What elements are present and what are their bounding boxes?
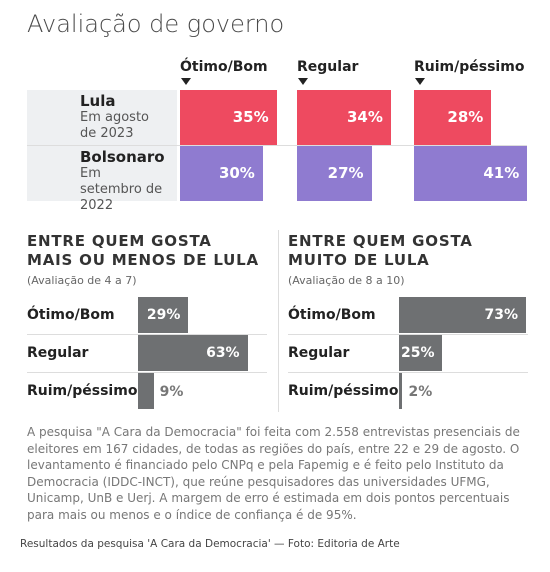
row-separator	[27, 372, 267, 373]
column-header: Ótimo/Bom	[180, 59, 268, 75]
bar	[414, 146, 528, 201]
value-label: 2%	[408, 384, 433, 400]
period: Em setembro de 2022	[80, 166, 163, 213]
bar	[297, 146, 372, 201]
value-label: 29%	[146, 307, 181, 323]
note: A pesquisa "A Cara da Democracia" foi fe…	[27, 425, 520, 522]
row-background	[27, 146, 177, 201]
value-label: 30%	[218, 164, 255, 182]
row-label: Ruim/péssimo	[288, 383, 399, 399]
column-marker	[181, 78, 191, 85]
row-label: Ruim/péssimo	[27, 383, 138, 399]
bar	[399, 373, 403, 409]
column-marker	[415, 78, 425, 85]
bar	[180, 146, 263, 201]
bar	[138, 335, 248, 371]
value-label: 28%	[447, 108, 484, 126]
bar	[180, 90, 277, 145]
person-name: Lula	[80, 92, 116, 110]
column-header: Regular	[297, 59, 359, 75]
row-background	[27, 90, 177, 145]
value-label: 35%	[232, 108, 269, 126]
row-separator	[288, 372, 528, 373]
value-label: 41%	[483, 164, 520, 182]
bar	[399, 335, 443, 371]
panel-divider	[278, 230, 279, 412]
bar	[297, 90, 391, 145]
caption: Resultados da pesquisa 'A Cara da Democr…	[20, 538, 400, 550]
value-label: 73%	[484, 307, 518, 323]
title: Avaliação de governo	[27, 10, 285, 38]
bar	[399, 297, 526, 333]
value-label: 34%	[346, 108, 383, 126]
column-marker	[298, 78, 308, 85]
row-label: Regular	[288, 345, 350, 361]
row-separator	[27, 145, 527, 146]
panel-title: ENTRE QUEM GOSTA MAIS OU MENOS DE LULA	[27, 232, 259, 269]
column-header: Ruim/péssimo	[414, 59, 525, 75]
value-label: 25%	[400, 345, 435, 361]
panel-subtitle: (Avaliação de 8 a 10)	[288, 274, 405, 287]
value-label: 27%	[327, 164, 364, 182]
panel-title: ENTRE QUEM GOSTA MUITO DE LULA	[288, 232, 473, 269]
bar	[138, 373, 154, 409]
row-separator	[27, 334, 267, 335]
period: Em agosto de 2023	[80, 110, 150, 141]
bar	[138, 297, 189, 333]
row-label: Ótimo/Bom	[288, 307, 376, 323]
row-label: Ótimo/Bom	[27, 307, 115, 323]
value-label: 9%	[159, 384, 184, 400]
panel-subtitle: (Avaliação de 4 a 7)	[27, 274, 137, 287]
person-name: Bolsonaro	[80, 148, 165, 166]
row-label: Regular	[27, 345, 89, 361]
bar	[414, 90, 492, 145]
row-separator	[288, 334, 528, 335]
value-label: 63%	[206, 345, 240, 361]
